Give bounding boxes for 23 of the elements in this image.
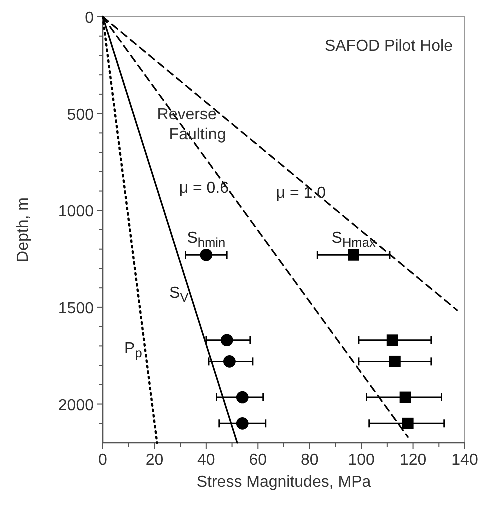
x-tick-label: 100 (348, 452, 376, 469)
y-tick-label: 500 (67, 106, 94, 124)
x-tick-label: 80 (300, 452, 319, 469)
series-label: S$_{hmin}$ (187, 230, 226, 250)
x-tick-label: 40 (198, 452, 216, 469)
series-label: μ = 0.6 (179, 180, 230, 198)
x-tick-label: 120 (400, 452, 427, 469)
y-tick-label: 0 (85, 10, 94, 27)
y-tick-label: 1500 (58, 300, 94, 318)
x-tick-label: 140 (452, 452, 478, 469)
x-tick-label: 0 (98, 452, 108, 469)
text: SAFOD Pilot Hole (324, 38, 454, 55)
x-tick-label: 20 (146, 452, 164, 469)
series-label: S$_{Hmax}$ (332, 230, 376, 250)
series-label: μ = 1.0 (276, 185, 326, 202)
y-axis-title: Depth, m (15, 198, 32, 262)
y-tick-label: 2000 (58, 397, 94, 414)
x-axis-title: Stress Magnitudes, MPa (196, 474, 372, 491)
x-tick-label: 60 (249, 452, 268, 469)
annotation: Reverse Faulting (157, 106, 226, 144)
series-label: S$_{V}$ (170, 285, 190, 306)
y-tick-label: 1000 (58, 204, 94, 221)
series-label: P$_{p}$ (124, 340, 142, 360)
